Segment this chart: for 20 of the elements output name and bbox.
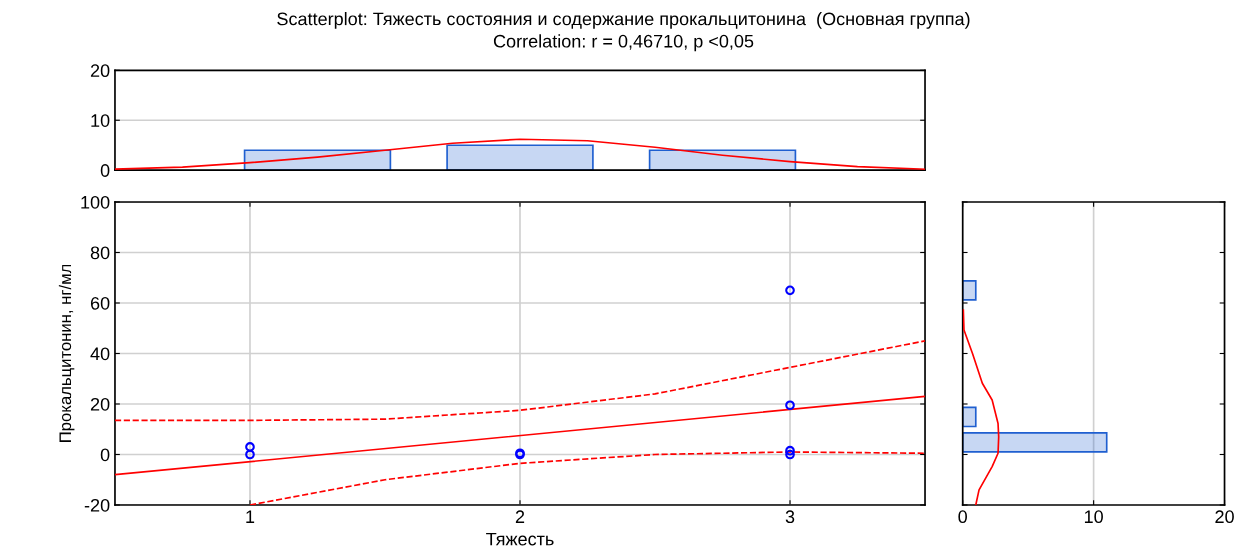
y-tick-label: 60 <box>90 296 110 310</box>
x-tick-label: 2 <box>515 510 525 523</box>
y-tick-label: 40 <box>90 347 110 361</box>
y-axis-title: Прокальцитонин, нг/мл <box>58 264 75 442</box>
x-tick-label: 10 <box>1084 510 1103 524</box>
x-tick-label: 20 <box>1215 510 1234 524</box>
y-tick-label: -20 <box>84 498 110 512</box>
x-axis-title: Тяжесть <box>486 532 554 546</box>
x-tick-label: 1 <box>246 510 255 523</box>
y-tick-label: 20 <box>90 64 110 78</box>
x-tick-label: 3 <box>785 510 795 524</box>
y-tick-label: 80 <box>90 246 110 260</box>
y-tick-label: 20 <box>90 397 110 411</box>
chart-subtitle: Correlation: r = 0,46710, p <0,05 <box>493 34 754 52</box>
y-tick-label: 0 <box>100 448 110 462</box>
y-tick-label: 0 <box>100 164 110 177</box>
chart-title: Scatterplot: Тяжесть состояния и содержание прокальцитонина (Основная группа) <box>277 12 970 29</box>
y-tick-label: 100 <box>81 195 110 209</box>
x-tick-label: 0 <box>958 510 967 524</box>
y-tick-label: 10 <box>91 114 110 127</box>
